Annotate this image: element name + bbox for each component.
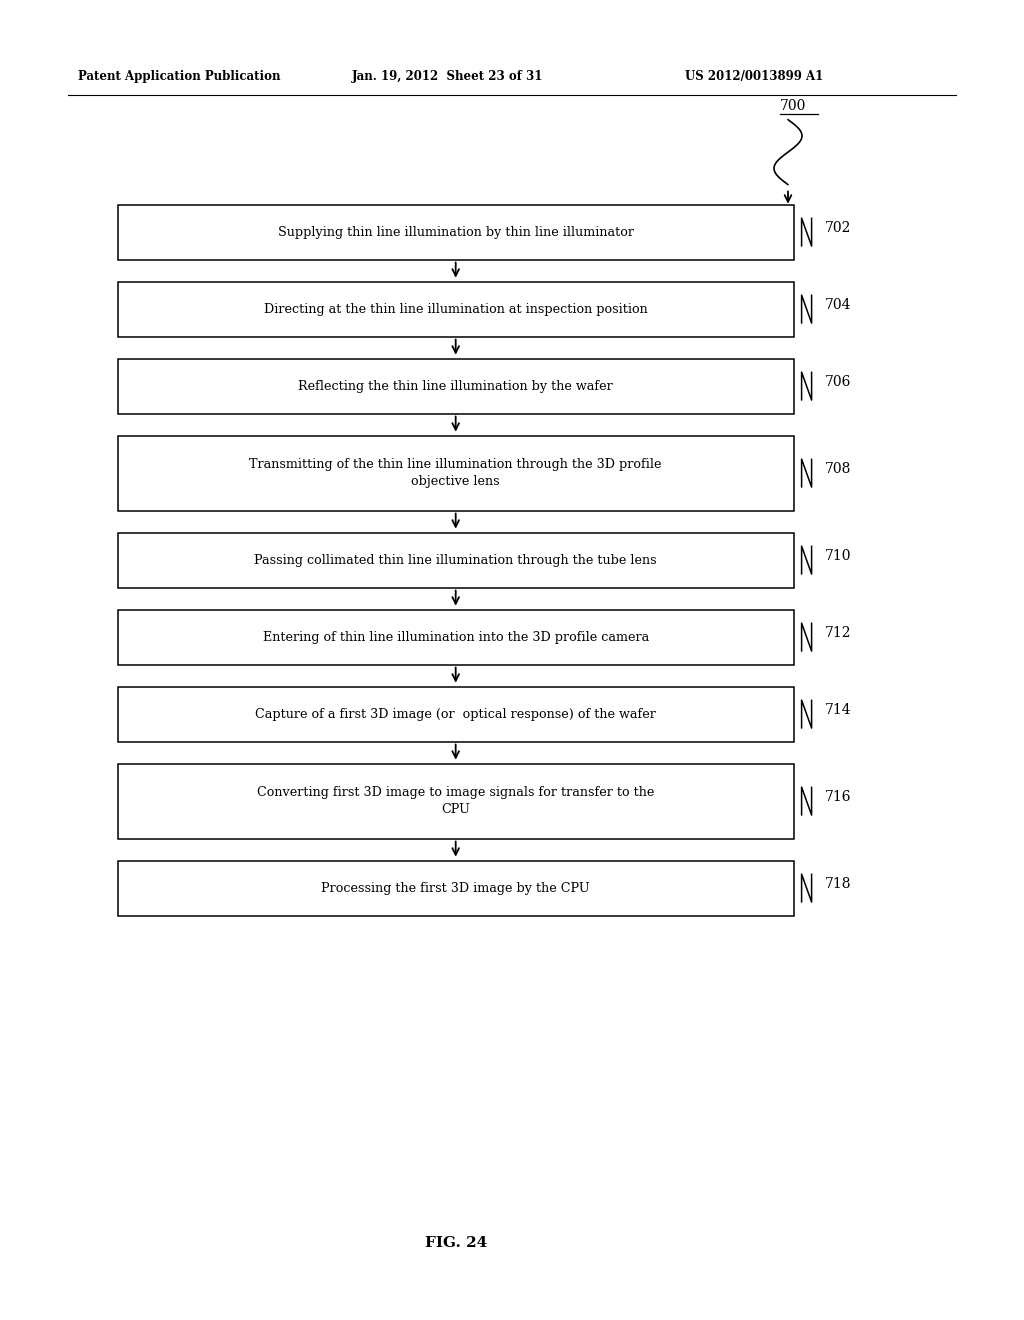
- Text: Passing collimated thin line illumination through the tube lens: Passing collimated thin line illuminatio…: [254, 553, 657, 566]
- Text: Capture of a first 3D image (or  optical response) of the wafer: Capture of a first 3D image (or optical …: [255, 708, 656, 721]
- FancyBboxPatch shape: [118, 686, 794, 742]
- Text: 718: 718: [824, 876, 851, 891]
- Text: Jan. 19, 2012  Sheet 23 of 31: Jan. 19, 2012 Sheet 23 of 31: [352, 70, 544, 83]
- Text: 716: 716: [824, 791, 851, 804]
- Text: US 2012/0013899 A1: US 2012/0013899 A1: [685, 70, 823, 83]
- Text: 714: 714: [824, 704, 851, 717]
- FancyBboxPatch shape: [118, 436, 794, 511]
- Text: 700: 700: [780, 99, 806, 112]
- Text: 704: 704: [824, 298, 851, 312]
- FancyBboxPatch shape: [118, 532, 794, 587]
- Text: Transmitting of the thin line illumination through the 3D profile
objective lens: Transmitting of the thin line illuminati…: [250, 458, 662, 488]
- FancyBboxPatch shape: [118, 610, 794, 664]
- Text: Entering of thin line illumination into the 3D profile camera: Entering of thin line illumination into …: [262, 631, 649, 644]
- FancyBboxPatch shape: [118, 763, 794, 838]
- Text: 702: 702: [824, 222, 851, 235]
- Text: Reflecting the thin line illumination by the wafer: Reflecting the thin line illumination by…: [298, 380, 613, 392]
- Text: 708: 708: [824, 462, 851, 477]
- Text: 712: 712: [824, 626, 851, 640]
- FancyBboxPatch shape: [118, 281, 794, 337]
- FancyBboxPatch shape: [118, 359, 794, 413]
- Text: Processing the first 3D image by the CPU: Processing the first 3D image by the CPU: [322, 882, 590, 895]
- Text: 706: 706: [824, 375, 851, 389]
- FancyBboxPatch shape: [118, 205, 794, 260]
- Text: FIG. 24: FIG. 24: [425, 1237, 486, 1250]
- Text: 710: 710: [824, 549, 851, 564]
- Text: Patent Application Publication: Patent Application Publication: [78, 70, 281, 83]
- Text: Converting first 3D image to image signals for transfer to the
CPU: Converting first 3D image to image signa…: [257, 787, 654, 816]
- Text: Supplying thin line illumination by thin line illuminator: Supplying thin line illumination by thin…: [278, 226, 634, 239]
- Text: Directing at the thin line illumination at inspection position: Directing at the thin line illumination …: [264, 302, 647, 315]
- FancyBboxPatch shape: [118, 861, 794, 916]
